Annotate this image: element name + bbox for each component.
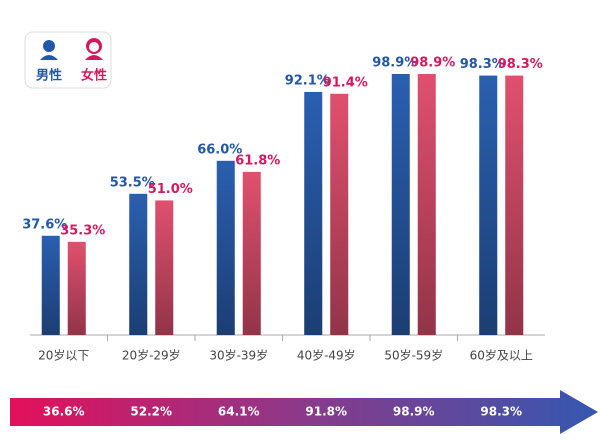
overall-label: 52.2% xyxy=(130,405,172,419)
x-tick-label: 20岁-29岁 xyxy=(122,348,181,363)
x-tick-label: 40岁-49岁 xyxy=(297,348,356,363)
value-label: 37.6% xyxy=(22,217,67,232)
value-label: 98.9% xyxy=(372,56,417,71)
bar-shade xyxy=(330,93,349,335)
bar-shade xyxy=(417,74,436,335)
overall-label: 64.1% xyxy=(218,405,260,419)
bar-shade xyxy=(391,74,410,335)
x-tick-label: 60岁及以上 xyxy=(470,348,533,363)
value-label: 92.1% xyxy=(285,73,330,88)
x-tick-label: 50岁-59岁 xyxy=(384,348,443,363)
bar-shade xyxy=(41,235,60,335)
overall-label: 36.6% xyxy=(43,405,85,419)
bar-shade xyxy=(67,241,86,335)
value-label: 91.4% xyxy=(323,75,368,90)
value-label: 35.3% xyxy=(60,223,105,238)
legend: 男性 女性 xyxy=(24,31,112,89)
bar-shade xyxy=(242,171,261,335)
overall-label: 98.9% xyxy=(393,405,435,419)
value-label: 53.5% xyxy=(110,175,155,190)
bar-shade xyxy=(129,193,148,335)
legend-label: 男性 xyxy=(36,68,62,84)
value-label: 98.3% xyxy=(460,57,505,72)
x-tick-label: 20岁以下 xyxy=(38,348,89,363)
value-label: 61.8% xyxy=(235,153,280,168)
bar-shade xyxy=(479,75,498,335)
legend-label: 女性 xyxy=(81,68,107,84)
overall-label: 98.3% xyxy=(480,405,522,419)
bar-shade xyxy=(216,160,235,335)
bar-shade xyxy=(304,91,323,335)
trend-arrow xyxy=(10,390,598,434)
male-icon xyxy=(40,40,58,60)
overall-label: 91.8% xyxy=(305,405,347,419)
bar-shade xyxy=(155,200,174,335)
value-label: 51.0% xyxy=(148,182,193,197)
female-icon xyxy=(85,38,103,60)
bar-shade xyxy=(505,75,524,335)
value-label: 98.9% xyxy=(410,56,455,71)
value-label: 98.3% xyxy=(498,57,543,72)
x-tick-label: 30岁-39岁 xyxy=(209,348,268,363)
value-label: 66.0% xyxy=(197,142,242,157)
